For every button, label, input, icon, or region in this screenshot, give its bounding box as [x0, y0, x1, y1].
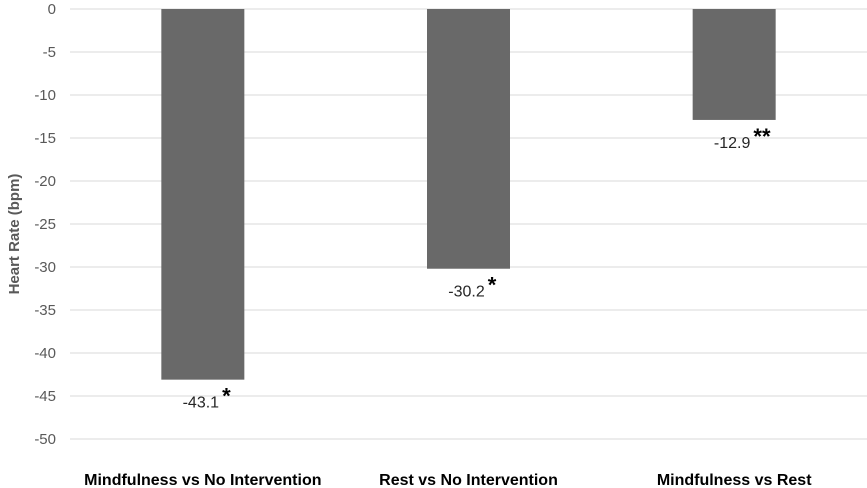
- y-tick-label: -25: [34, 216, 56, 233]
- y-tick-label: -15: [34, 130, 56, 147]
- y-axis-label: Heart Rate (bpm): [6, 174, 23, 295]
- data-label: -30.2: [448, 284, 485, 301]
- y-axis-ticks: 0 -5 -10 -15 -20 -25 -30 -35 -40 -45 -50: [34, 1, 56, 448]
- bars: [161, 9, 776, 380]
- x-category-label: Rest vs No Intervention: [379, 472, 558, 488]
- x-axis-category-labels: Mindfulness vs No Intervention Rest vs No…: [84, 472, 812, 488]
- significance-mark: *: [488, 273, 497, 298]
- data-label: -43.1: [183, 395, 220, 412]
- y-tick-label: -20: [34, 173, 56, 190]
- data-label: -12.9: [714, 135, 751, 152]
- bar: [692, 9, 776, 120]
- y-tick-label: 0: [48, 1, 56, 18]
- bar: [161, 9, 245, 380]
- y-tick-label: -50: [34, 431, 56, 448]
- y-tick-label: -35: [34, 302, 56, 319]
- significance-mark: **: [753, 124, 771, 149]
- y-tick-label: -45: [34, 388, 56, 405]
- y-tick-label: -10: [34, 87, 56, 104]
- x-category-label: Mindfulness vs No Intervention: [84, 472, 321, 488]
- y-tick-label: -40: [34, 345, 56, 362]
- data-labels: -43.1 *-30.2 *-12.9 **: [183, 124, 771, 412]
- significance-mark: *: [222, 384, 231, 409]
- x-category-label: Mindfulness vs Rest: [657, 472, 812, 488]
- y-tick-label: -5: [43, 44, 56, 61]
- y-tick-label: -30: [34, 259, 56, 276]
- bar: [427, 9, 510, 269]
